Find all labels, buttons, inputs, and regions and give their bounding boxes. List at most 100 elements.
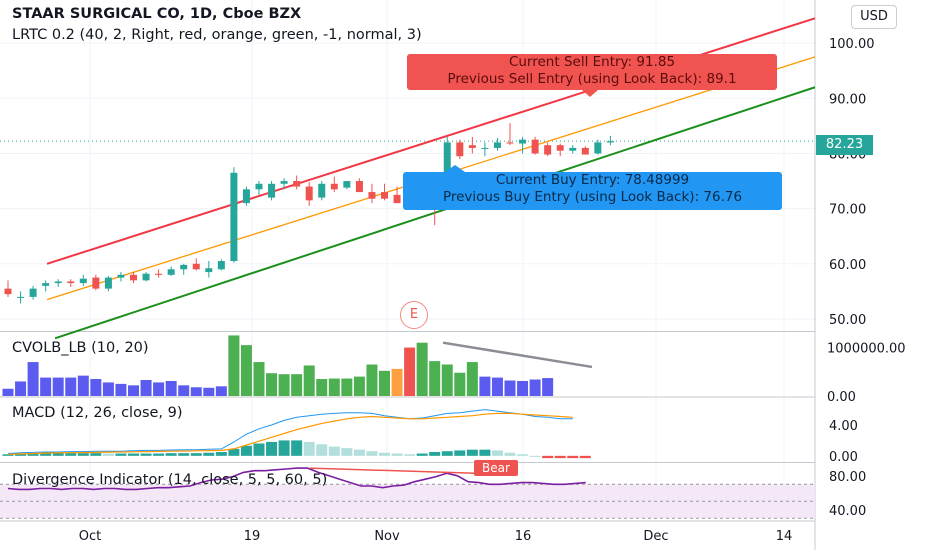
macd-histogram-bar — [529, 455, 541, 457]
macd-histogram-bar — [15, 453, 27, 456]
macd-histogram-bar — [316, 444, 328, 456]
macd-pane[interactable] — [2, 409, 591, 459]
volume-bar — [240, 345, 252, 396]
volume-pane-title: CVOLB_LB (10, 20) — [12, 340, 149, 356]
volume-bar — [416, 342, 428, 396]
volume-bar — [278, 374, 290, 396]
bear-divergence-label: Bear — [474, 460, 518, 476]
macd-histogram-bar — [416, 453, 428, 456]
candle-body — [481, 147, 489, 149]
volume-bar — [466, 362, 478, 396]
candle-body — [506, 142, 514, 144]
candle-body — [29, 288, 37, 297]
candle-body — [280, 181, 288, 184]
time-tick-label: Oct — [79, 529, 101, 544]
volume-bar — [203, 387, 215, 396]
volume-bar — [491, 377, 503, 396]
macd-histogram-bar — [77, 453, 89, 456]
macd-histogram-bar — [27, 453, 39, 456]
macd-line — [7, 409, 573, 454]
macd-histogram-bar — [52, 453, 64, 456]
macd-histogram-bar — [366, 451, 378, 456]
volume-bar — [65, 377, 77, 396]
macd-histogram-bar — [291, 440, 303, 456]
sell-label-pointer — [582, 90, 598, 97]
candle-body — [606, 141, 614, 143]
macd-pane-title: MACD (12, 26, close, 9) — [12, 405, 183, 421]
time-tick-label: 14 — [776, 529, 793, 544]
volume-bar — [454, 372, 466, 396]
volume-bar — [479, 376, 491, 396]
macd-histogram-bar — [479, 449, 491, 456]
price-tick-label: 90.00 — [829, 92, 866, 107]
candle-body — [556, 145, 564, 151]
macd-histogram-bar — [178, 453, 190, 456]
candle-body — [519, 139, 527, 144]
macd-histogram-bar — [579, 455, 591, 459]
macd-histogram-bar — [253, 443, 265, 456]
macd-histogram-bar — [517, 454, 529, 456]
volume-bar — [529, 379, 541, 396]
divergence-pane[interactable] — [0, 467, 815, 519]
current-sell-entry: Current Sell Entry: 91.85 — [508, 54, 676, 70]
indicator-legend: LRTC 0.2 (40, 2, Right, red, orange, gre… — [12, 27, 422, 43]
candle-body — [293, 181, 301, 187]
volume-bar — [128, 385, 139, 396]
candle-body — [381, 192, 388, 199]
volume-pane[interactable] — [2, 335, 593, 396]
macd-histogram-bar — [90, 453, 102, 456]
volume-bar — [190, 387, 202, 396]
macd-histogram-bar — [504, 452, 516, 456]
candle-body — [544, 145, 552, 155]
currency-button[interactable]: USD — [851, 5, 897, 29]
volume-bar — [215, 386, 227, 396]
candle-body — [142, 273, 150, 281]
candle-body — [468, 145, 476, 148]
candle-body — [569, 147, 577, 151]
volume-bar — [102, 382, 114, 396]
macd-histogram-bar — [228, 448, 240, 456]
macd-histogram-bar — [466, 449, 478, 456]
candle-body — [393, 194, 401, 204]
volume-bar — [353, 376, 365, 396]
candle-body — [355, 181, 363, 193]
candle-body — [192, 263, 200, 270]
volume-bar — [379, 370, 390, 396]
price-tick-label: 100.00 — [829, 37, 875, 52]
volume-tick-label: 0.00 — [827, 390, 856, 405]
current-buy-entry: Current Buy Entry: 78.48999 — [495, 172, 690, 188]
volume-bar — [140, 380, 152, 396]
volume-trend-line — [442, 341, 593, 369]
volume-bar — [165, 380, 177, 396]
candle-body — [255, 183, 263, 190]
candle-body — [180, 264, 188, 270]
macd-histogram-bar — [165, 453, 177, 456]
macd-histogram-bar — [65, 453, 77, 456]
volume-bar — [77, 375, 89, 396]
macd-histogram-bar — [153, 453, 165, 456]
price-tick-label: 70.00 — [829, 203, 866, 218]
volume-bar — [178, 385, 190, 396]
previous-buy-entry: Previous Buy Entry (using Look Back): 76… — [442, 189, 743, 205]
candle-body — [456, 142, 464, 157]
volume-bar — [291, 374, 303, 396]
candle-body — [581, 147, 589, 155]
macd-tick-label: 0.00 — [829, 450, 858, 465]
macd-histogram-bar — [266, 441, 278, 456]
time-tick-label: 19 — [244, 529, 261, 544]
candle-body — [104, 277, 112, 289]
price-pane[interactable] — [0, 17, 816, 340]
volume-bar — [341, 378, 353, 396]
volume-bar — [90, 379, 102, 396]
candle-body — [205, 268, 213, 273]
earnings-event-icon[interactable]: E — [400, 301, 428, 329]
macd-histogram-bar — [328, 446, 340, 456]
time-tick-label: 16 — [515, 529, 532, 544]
macd-signal-line — [7, 412, 573, 455]
pane-separators — [0, 0, 816, 550]
macd-histogram-bar — [429, 451, 441, 456]
macd-histogram-bar — [391, 453, 403, 456]
macd-histogram-bar — [115, 453, 127, 456]
volume-bar — [303, 365, 315, 396]
candle-body — [167, 269, 175, 275]
